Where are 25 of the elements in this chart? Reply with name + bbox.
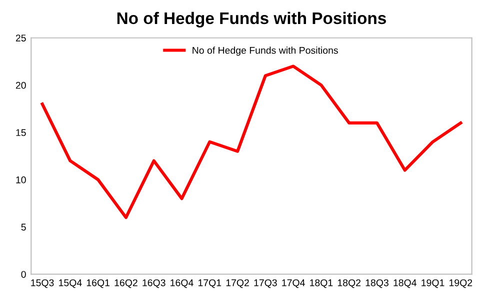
y-tick-label: 25	[16, 34, 26, 42]
x-tick-label: 17Q1	[198, 279, 222, 288]
x-tick-label: 16Q4	[170, 279, 194, 288]
y-tick-label: 10	[16, 176, 26, 184]
x-tick-label: 19Q1	[422, 279, 444, 288]
x-tick-label: 16Q3	[142, 279, 166, 288]
y-tick-label: 15	[16, 129, 26, 136]
x-tick-label: 15Q4	[59, 279, 82, 288]
line-series	[40, 64, 462, 220]
chart-title: No of Hedge Funds with Positions	[117, 12, 386, 28]
x-tick-label: 19Q2	[450, 279, 472, 288]
y-tick-label: 5	[21, 224, 26, 231]
x-tick-label: 16Q2	[114, 279, 138, 288]
x-tick-label: 18Q1	[310, 279, 333, 288]
legend-label: No of Hedge Funds with Positions	[192, 46, 338, 56]
x-tick-label: 16Q1	[86, 279, 110, 288]
y-tick-label: 20	[16, 82, 26, 89]
y-tick-label: 0	[21, 270, 26, 278]
x-tick-label: 17Q3	[254, 279, 277, 288]
x-tick-label: 17Q2	[226, 279, 249, 288]
x-tick-label: 18Q3	[366, 279, 388, 288]
x-tick-label: 15Q3	[31, 279, 54, 288]
x-tick-label: 17Q4	[282, 279, 305, 288]
x-tick-label: 18Q2	[338, 279, 360, 288]
x-tick-label: 18Q4	[394, 279, 416, 288]
